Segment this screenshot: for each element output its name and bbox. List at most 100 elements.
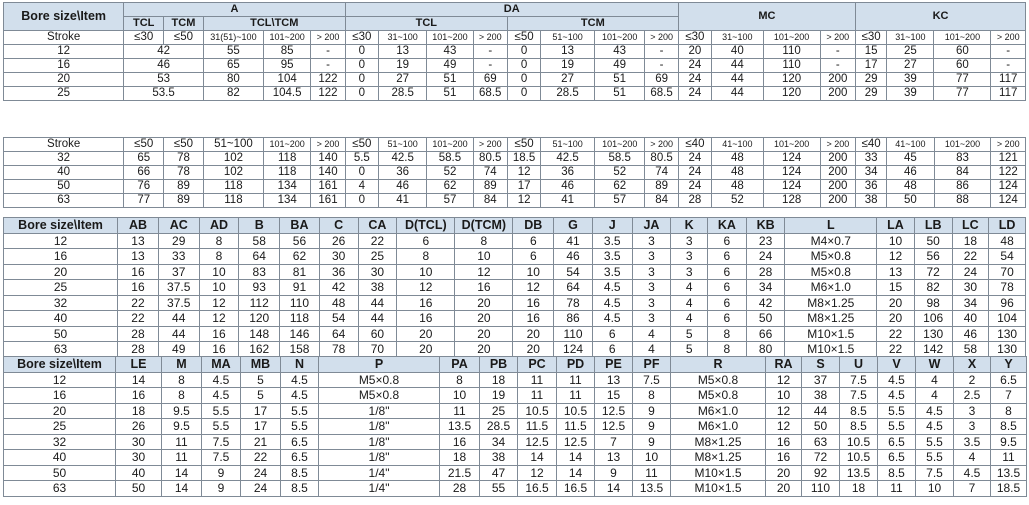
value-cell: 5.5 bbox=[915, 433, 954, 450]
stroke-range: ≤30 bbox=[123, 30, 165, 45]
value-cell: 8 bbox=[439, 371, 480, 388]
value-cell: 21 bbox=[240, 433, 281, 450]
value-cell: 5 bbox=[670, 341, 709, 358]
value-cell: 11 bbox=[990, 449, 1027, 466]
value-cell: 89 bbox=[472, 179, 508, 194]
value-cell: 84 bbox=[472, 193, 508, 208]
column-header: AC bbox=[157, 217, 200, 234]
value-cell: 6 bbox=[591, 325, 633, 342]
table-row: 25 16 37.5 10 93 91 42 38 12 16 12 64 4.5 3 4 6 34 M6×1.0… bbox=[2, 279, 1026, 296]
group-header-kc: KC bbox=[855, 2, 1026, 31]
stroke-range: 101~200 bbox=[263, 137, 312, 152]
value-cell: 28 bbox=[745, 263, 786, 280]
column-header: PE bbox=[594, 356, 633, 373]
column-header: CA bbox=[357, 217, 398, 234]
value-cell: 10 bbox=[454, 248, 514, 265]
value-cell: 98 bbox=[913, 294, 953, 311]
stroke-range: 101~200 bbox=[762, 30, 821, 45]
stroke-range: > 200 bbox=[819, 30, 857, 45]
value-cell: 7.5 bbox=[201, 433, 241, 450]
value-cell: 104 bbox=[988, 310, 1026, 327]
stroke-range: > 200 bbox=[644, 30, 679, 45]
value-cell: 86 bbox=[933, 179, 992, 194]
value-cell: 15 bbox=[855, 44, 888, 59]
value-cell: 12 bbox=[765, 371, 802, 388]
value-cell: 0 bbox=[506, 44, 542, 59]
value-cell: 16 bbox=[198, 341, 240, 358]
value-cell: 6 bbox=[707, 294, 747, 311]
value-cell: 30 bbox=[115, 449, 162, 466]
value-cell: - bbox=[310, 44, 346, 59]
value-cell: 44 bbox=[357, 310, 398, 327]
value-cell: 81 bbox=[279, 263, 320, 280]
column-header: D(TCM) bbox=[454, 217, 514, 234]
value-cell: 47 bbox=[479, 464, 518, 481]
bore-size-cell: 16 bbox=[2, 58, 125, 73]
value-cell: 24 bbox=[677, 86, 713, 101]
value-cell: 5.5 bbox=[280, 402, 319, 419]
value-cell: 124 bbox=[990, 179, 1026, 194]
value-cell: 25 bbox=[357, 248, 398, 265]
value-cell: 8.5 bbox=[990, 418, 1027, 435]
value-cell: 3.5 bbox=[591, 232, 633, 249]
value-cell: 13 bbox=[117, 232, 159, 249]
value-cell: 55 bbox=[479, 480, 518, 497]
value-cell: 10 bbox=[198, 279, 240, 296]
value-cell: 18 bbox=[839, 480, 878, 497]
value-cell: 70 bbox=[988, 263, 1026, 280]
value-cell: 16 bbox=[396, 310, 456, 327]
value-cell: 8 bbox=[454, 232, 514, 249]
stroke-range: 31~100 bbox=[377, 30, 428, 45]
value-cell: 34 bbox=[951, 294, 990, 311]
value-cell: 6 bbox=[707, 279, 747, 296]
stroke-label: Stroke bbox=[2, 30, 125, 45]
column-header: MB bbox=[240, 356, 281, 373]
value-cell: 130 bbox=[988, 325, 1026, 342]
value-cell: 40 bbox=[115, 464, 162, 481]
value-cell: 44 bbox=[711, 72, 764, 87]
value-cell: 37 bbox=[801, 371, 840, 388]
bore-size-cell: 40 bbox=[3, 449, 116, 466]
value-cell: 45 bbox=[886, 151, 935, 166]
value-cell: 20 bbox=[876, 294, 915, 311]
value-cell: 1/8" bbox=[318, 449, 440, 466]
table-row: 25 53.5 82 104.5 122 0 28.5 51 68.5 0 28.5 51 68.5 24… bbox=[2, 86, 1026, 101]
value-cell: 5 bbox=[240, 387, 281, 404]
column-header: RA bbox=[765, 356, 802, 373]
stroke-range: ≤50 bbox=[506, 137, 542, 152]
value-cell: 3 bbox=[631, 248, 672, 265]
value-cell: 70 bbox=[357, 341, 398, 358]
value-cell: 24 bbox=[677, 72, 713, 87]
value-cell: 48 bbox=[711, 179, 764, 194]
value-cell: 5.5 bbox=[344, 151, 380, 166]
stroke-range: 41~100 bbox=[711, 137, 764, 152]
value-cell: M10×1.5 bbox=[784, 341, 878, 358]
value-cell: 11 bbox=[439, 402, 480, 419]
value-cell: 8.5 bbox=[280, 480, 319, 497]
bore-size-cell: 63 bbox=[2, 341, 119, 358]
value-cell: M5×0.8 bbox=[670, 371, 766, 388]
value-cell: 68.5 bbox=[472, 86, 508, 101]
value-cell: 10 bbox=[915, 480, 954, 497]
value-cell: 56 bbox=[913, 248, 953, 265]
value-cell: 77 bbox=[123, 193, 165, 208]
value-cell: 12 bbox=[506, 165, 542, 180]
value-cell: 82 bbox=[202, 86, 265, 101]
column-header: DB bbox=[512, 217, 555, 234]
stroke-label: Stroke bbox=[2, 137, 125, 152]
value-cell: 36 bbox=[540, 165, 595, 180]
value-cell: 0 bbox=[344, 58, 380, 73]
value-cell: M5×0.8 bbox=[784, 248, 878, 265]
stroke-range: ≤50 bbox=[344, 137, 380, 152]
value-cell: 118 bbox=[263, 165, 312, 180]
value-cell: 5.5 bbox=[877, 402, 916, 419]
column-header: LD bbox=[988, 217, 1026, 234]
value-cell: 22 bbox=[117, 294, 159, 311]
value-cell: 22 bbox=[357, 232, 398, 249]
column-header: LC bbox=[951, 217, 990, 234]
value-cell: 57 bbox=[593, 193, 646, 208]
bore-size-cell: 50 bbox=[2, 179, 125, 194]
value-cell: 82 bbox=[913, 279, 953, 296]
value-cell: 64 bbox=[553, 279, 593, 296]
value-cell: 4.5 bbox=[877, 371, 916, 388]
